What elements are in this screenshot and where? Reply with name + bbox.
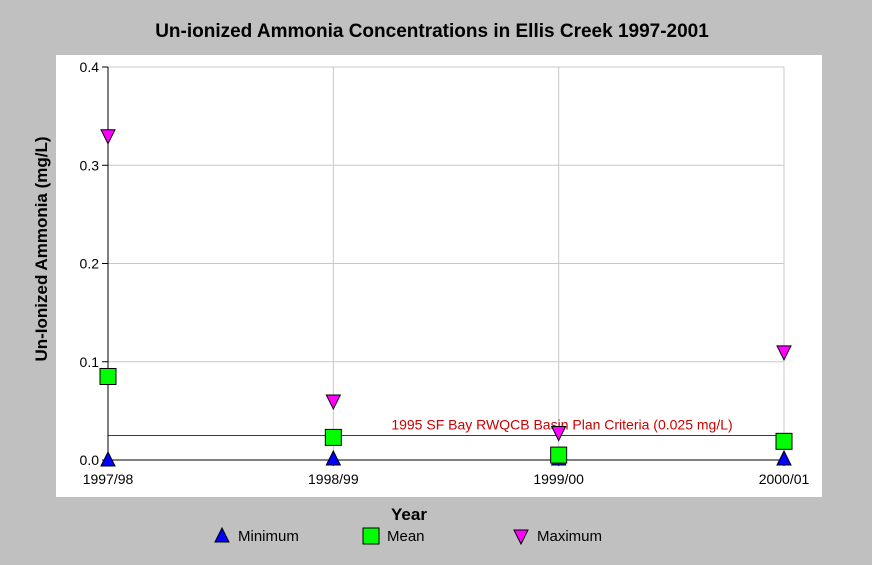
point-maximum-2 xyxy=(550,425,567,442)
point-minimum-1 xyxy=(325,449,342,466)
point-minimum-3 xyxy=(776,449,792,466)
x-tick-label-0: 1997/98 xyxy=(83,471,134,487)
point-mean-1 xyxy=(324,428,342,446)
point-maximum-1 xyxy=(325,394,342,411)
legend-marker-mean xyxy=(362,527,380,545)
legend-label-minimum: Minimum xyxy=(238,528,299,545)
legend: Minimum Mean Maximum xyxy=(214,526,602,546)
y-tick-label-4: 0.4 xyxy=(80,59,100,75)
y-tick-label-3: 0.3 xyxy=(80,157,100,173)
y-tick-label-2: 0.2 xyxy=(80,256,100,272)
legend-marker-minimum xyxy=(214,526,230,543)
x-tick-label-1: 1998/99 xyxy=(308,471,359,487)
point-maximum-3 xyxy=(776,345,792,362)
point-mean-2 xyxy=(550,446,568,464)
legend-marker-maximum xyxy=(513,529,529,546)
y-axis-title: Un-Ionized Ammonia (mg/L) xyxy=(32,136,51,361)
chart-area xyxy=(56,55,822,497)
point-maximum-0 xyxy=(100,129,116,145)
legend-label-mean: Mean xyxy=(387,528,425,545)
x-tick-label-3: 2000/01 xyxy=(759,471,810,487)
x-axis-title: Year xyxy=(391,505,427,524)
y-tick-label-0: 0.0 xyxy=(80,452,100,468)
point-minimum-0 xyxy=(100,450,116,467)
point-mean-0 xyxy=(99,367,117,385)
point-mean-3 xyxy=(775,432,793,450)
chart-title: Un-ionized Ammonia Concentrations in Ell… xyxy=(155,21,709,42)
x-tick-label-2: 1999/00 xyxy=(533,471,584,487)
reference-line-label: 1995 SF Bay RWQCB Basin Plan Criteria (0… xyxy=(391,416,732,432)
y-tick-label-1: 0.1 xyxy=(80,354,100,370)
plot-area: 1995 SF Bay RWQCB Basin Plan Criteria (0… xyxy=(80,59,810,487)
legend-label-maximum: Maximum xyxy=(537,528,602,545)
